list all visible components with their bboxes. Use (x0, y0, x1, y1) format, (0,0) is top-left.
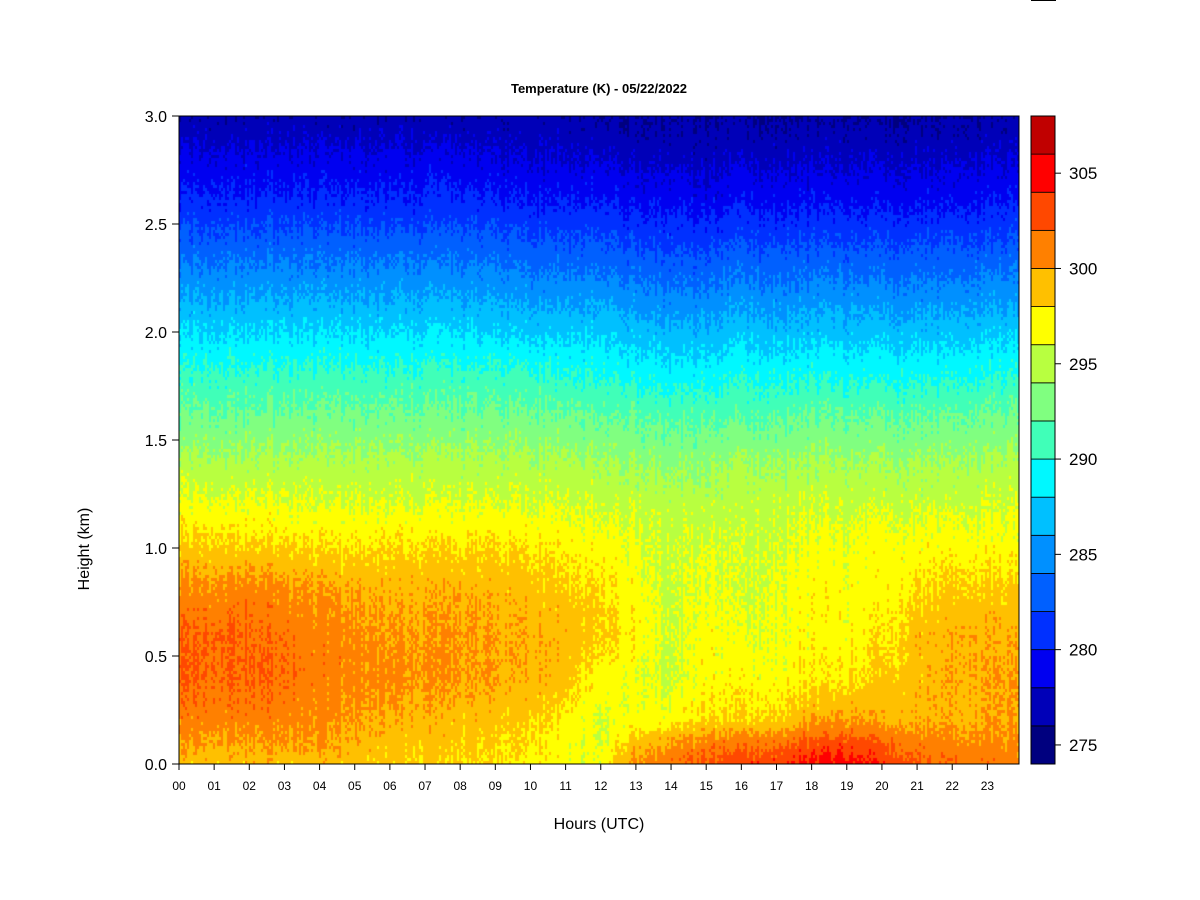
x-tick-label: 04 (313, 779, 327, 793)
x-tick-label: 13 (629, 779, 643, 793)
corner-mark (1031, 0, 1056, 1)
x-tick-label: 18 (805, 779, 819, 793)
x-tick-label: 03 (278, 779, 292, 793)
x-tick-label: 05 (348, 779, 362, 793)
colorbar-swatch (1030, 534, 1056, 574)
y-tick-label: 3.0 (145, 109, 167, 126)
colorbar-tick-label: 290 (1069, 450, 1097, 469)
x-tick-label: 11 (559, 779, 572, 793)
x-axis: 00 01 02 03 04 05 06 07 08 09 10 11 12 13 14 15 16 17 18 19… (172, 764, 994, 793)
colorbar-tick-label: 295 (1069, 355, 1097, 374)
colorbar-tick-label: 285 (1069, 545, 1097, 564)
x-tick-label: 23 (981, 779, 995, 793)
y-tick-label: 0.0 (145, 757, 167, 774)
colorbar-swatch (1030, 229, 1056, 269)
colorbar-frame (1030, 115, 1056, 765)
colorbar-swatch (1030, 496, 1056, 536)
heatmap-field (179, 116, 1019, 764)
x-tick-label: 08 (453, 779, 467, 793)
y-tick-label: 0.5 (145, 649, 167, 666)
x-tick-label: 19 (840, 779, 854, 793)
colorbar-tick-label: 280 (1069, 641, 1097, 660)
colorbar-swatch (1030, 268, 1056, 307)
x-tick-label: 07 (418, 779, 432, 793)
x-tick-label: 17 (770, 779, 784, 793)
y-tick-label: 2.5 (145, 217, 167, 234)
colorbar-swatch (1030, 573, 1056, 612)
x-tick-label: 15 (700, 779, 714, 793)
x-tick-label: 16 (735, 779, 749, 793)
colorbar-swatch (1030, 153, 1056, 193)
x-tick-label: 10 (524, 779, 538, 793)
colorbar: 275 280 285 290 295 300 305 (1030, 115, 1097, 765)
x-axis-label: Hours (UTC) (554, 816, 645, 833)
colorbar-swatch (1030, 611, 1056, 651)
x-tick-label: 20 (875, 779, 889, 793)
colorbar-tick-label: 305 (1069, 164, 1097, 183)
x-tick-label: 09 (489, 779, 503, 793)
heatmap-image (179, 116, 1019, 764)
x-tick-label: 00 (172, 779, 186, 793)
x-tick-label: 12 (594, 779, 608, 793)
chart-title: Temperature (K) - 05/22/2022 (511, 81, 687, 96)
colorbar-swatch (1030, 382, 1056, 422)
y-tick-label: 1.5 (145, 433, 167, 450)
y-tick-label: 2.0 (145, 325, 167, 342)
colorbar-swatch (1030, 687, 1056, 727)
x-tick-label: 01 (207, 779, 221, 793)
colorbar-swatch (1030, 115, 1056, 155)
colorbar-swatch (1030, 420, 1056, 460)
x-tick-label: 22 (946, 779, 960, 793)
x-tick-label: 02 (243, 779, 257, 793)
colorbar-swatch (1030, 344, 1056, 384)
colorbar-swatch (1030, 191, 1056, 231)
colorbar-swatch (1030, 458, 1056, 498)
colorbar-swatch (1030, 306, 1056, 346)
x-tick-label: 21 (910, 779, 924, 793)
y-axis-label: Height (km) (76, 508, 93, 591)
x-tick-label: 14 (664, 779, 678, 793)
y-tick-label: 1.0 (145, 541, 167, 558)
colorbar-tick-label: 275 (1069, 736, 1097, 755)
y-axis: 0.0 0.5 1.0 1.5 2.0 2.5 3.0 (145, 109, 179, 774)
colorbar-tick-label: 300 (1069, 259, 1097, 278)
colorbar-swatch (1030, 649, 1056, 689)
x-tick-label: 06 (383, 779, 397, 793)
colorbar-swatch (1030, 725, 1056, 765)
